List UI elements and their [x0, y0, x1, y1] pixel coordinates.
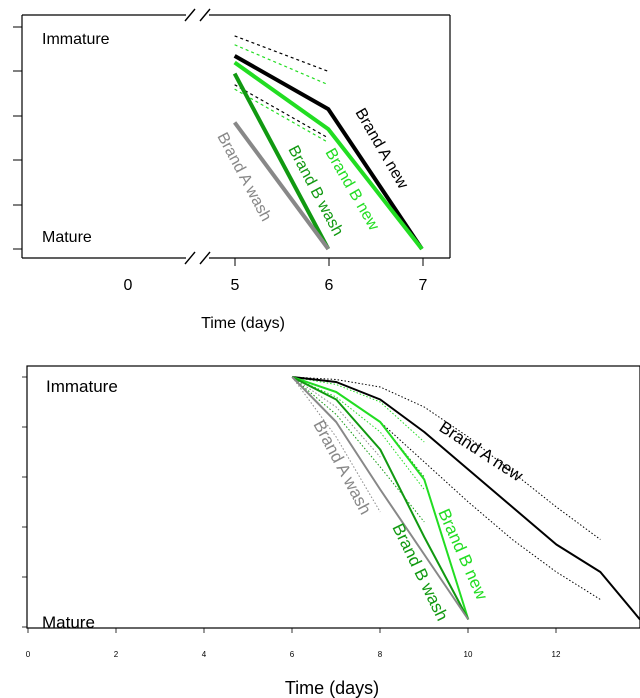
bottom-x-tick-label: 8 [378, 650, 383, 659]
bottom-x-tick-label: 0 [26, 650, 31, 659]
top-confidence-bound-2 [234, 44, 329, 86]
top-series-line-brand-b-wash [232, 72, 331, 250]
top-x-tick-label: 7 [419, 277, 428, 294]
axis-break-bottom [184, 251, 211, 265]
top-immature-label: Immature [42, 31, 110, 48]
top-series-line-brand-a-new [233, 54, 424, 251]
top-x-tick-label: 0 [124, 277, 133, 294]
top-confidence-bound-0 [234, 35, 329, 72]
top-series-label-brand-a-wash: Brand A wash [213, 130, 274, 224]
axis-break-top [184, 8, 211, 22]
bottom-mature-label: Mature [42, 613, 95, 632]
bottom-series-line-brand-b-wash [291, 376, 470, 620]
bottom-confidence-bound-6 [291, 376, 381, 458]
top-series-line-brand-b-new [233, 60, 424, 251]
bottom-x-tick-label: 6 [290, 650, 295, 659]
top-x-tick-label: 5 [231, 277, 240, 294]
bottom-series-label-brand-b-new: Brand B new [434, 506, 491, 603]
bottom-confidence-bound-1 [292, 376, 601, 600]
top-x-axis-title: Time (days) [201, 315, 285, 332]
bottom-x-tick-label: 12 [552, 650, 561, 659]
top-chart: 0 5 6 7 Time (days) Immature Mature Bran… [13, 8, 451, 332]
bottom-x-tick-marks [27, 628, 557, 633]
bottom-series-label-brand-a-new: Brand A new [436, 417, 527, 485]
bottom-series-line-brand-a-new [292, 376, 640, 621]
bottom-x-tick-label: 10 [464, 650, 473, 659]
top-y-ticks [13, 26, 22, 250]
top-plot-area [232, 35, 424, 251]
bottom-confidence-bound-2 [292, 376, 425, 443]
top-series-line-brand-a-wash [233, 121, 330, 251]
bottom-chart: 0 2 4 6 8 10 12 Time (days) Immature Mat… [22, 365, 640, 698]
top-x-tick-label: 6 [325, 277, 334, 294]
bottom-x-axis-title: Time (days) [285, 678, 379, 698]
top-x-tick-marks [234, 258, 424, 266]
bottom-immature-label: Immature [46, 377, 118, 396]
bottom-x-tick-label: 4 [202, 650, 207, 659]
top-confidence-bound-1 [234, 84, 329, 139]
top-series-label-brand-a-new: Brand A new [352, 106, 412, 193]
bottom-series-line-brand-b-new [291, 376, 470, 620]
top-mature-label: Mature [42, 229, 92, 246]
bottom-series-line-brand-a-wash [291, 376, 470, 621]
bottom-y-ticks [22, 376, 27, 628]
bottom-plot-area [291, 376, 640, 621]
bottom-frame [26, 365, 640, 629]
bottom-confidence-bound-3 [291, 376, 425, 490]
bottom-x-tick-label: 2 [114, 650, 119, 659]
bottom-confidence-bound-7 [291, 376, 381, 513]
